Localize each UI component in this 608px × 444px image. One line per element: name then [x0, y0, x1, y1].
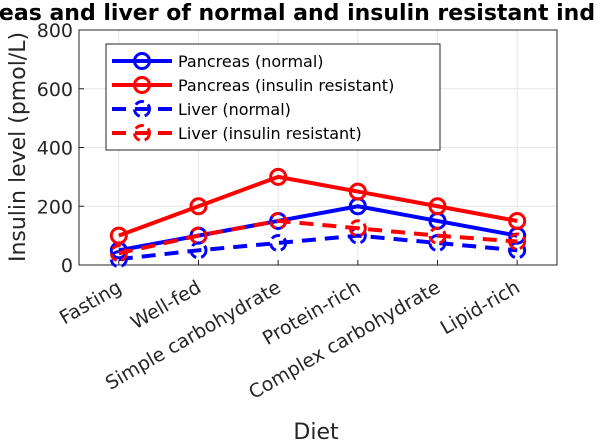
legend-item: Pancreas (normal) [112, 52, 324, 71]
data-point [508, 241, 527, 260]
y-tick-label: 400 [37, 138, 73, 160]
y-axis-label: Insulin level (pmol/L) [6, 32, 31, 262]
legend-item: Liver (insulin resistant) [112, 124, 362, 143]
data-point [189, 197, 208, 216]
legend-marker [133, 100, 151, 118]
legend-label: Liver (insulin resistant) [178, 124, 362, 143]
data-point [428, 197, 447, 216]
y-tick-label: 200 [37, 196, 73, 218]
data-point [269, 211, 288, 230]
legend-marker [133, 124, 151, 142]
legend-label: Pancreas (normal) [178, 52, 324, 71]
x-axis-label: Diet [293, 420, 339, 444]
data-point [269, 167, 288, 186]
legend-marker [133, 52, 151, 70]
data-point [348, 219, 367, 238]
data-point [348, 182, 367, 201]
y-axis: 0 200 400 600 800 [37, 20, 84, 277]
legend-item: Pancreas (insulin resistant) [112, 76, 394, 95]
y-tick-label: 600 [37, 79, 73, 101]
series-2 [109, 167, 527, 245]
chart-title: eas and liver of normal and insulin resi… [0, 1, 595, 26]
data-point [508, 211, 527, 230]
legend-label: Liver (normal) [178, 100, 291, 119]
data-point [109, 244, 128, 263]
legend-marker [133, 76, 151, 94]
data-point [189, 226, 208, 245]
series-4 [109, 211, 527, 263]
data-point [508, 232, 527, 251]
data-point [269, 233, 288, 252]
legend-item: Liver (normal) [112, 100, 291, 119]
legend: Pancreas (normal) Pancreas (insulin resis… [105, 43, 441, 151]
data-point [109, 226, 128, 245]
series-line [118, 218, 518, 256]
series-layer [109, 167, 527, 269]
y-tick-label: 0 [61, 255, 73, 277]
series-line [118, 233, 518, 262]
series-line [118, 174, 518, 238]
legend-label: Pancreas (insulin resistant) [178, 76, 394, 95]
data-point [428, 226, 447, 245]
data-point [189, 241, 208, 260]
y-tick-label: 800 [37, 20, 73, 42]
series-line [118, 204, 518, 253]
